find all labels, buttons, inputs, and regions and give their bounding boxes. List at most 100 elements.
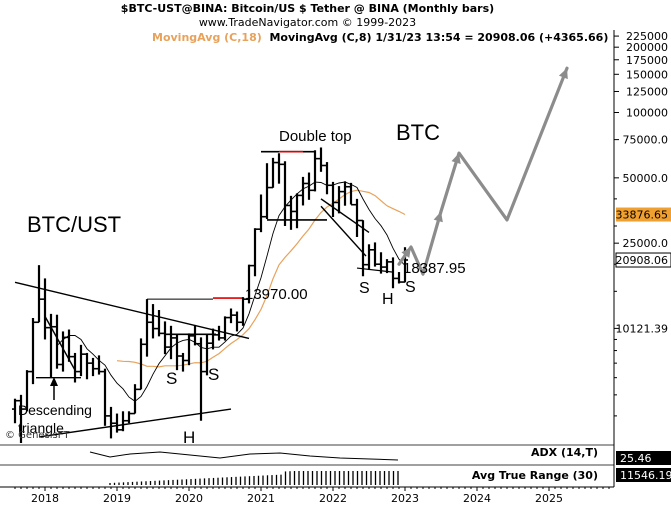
triangle-lower-line (38, 408, 232, 438)
badge-text: 25.46 (620, 452, 652, 465)
y-tick-label: 225000 (626, 30, 668, 43)
ohlc-bar (270, 157, 276, 189)
badge-bg (615, 252, 671, 268)
ohlc-bar (210, 328, 216, 350)
badge-bg (616, 207, 671, 222)
projection-arrow (451, 153, 461, 164)
ohlc-bar (138, 338, 144, 391)
ohlc-bar (390, 257, 396, 289)
ohlc-bar (186, 333, 192, 366)
x-tick-label: 2021 (247, 492, 275, 505)
ohlc-bar (252, 228, 258, 277)
x-tick-label: 2020 (175, 492, 203, 505)
level-label-18387: 18387.95 (403, 260, 466, 277)
y-tick-label: 100000 (626, 107, 668, 120)
ohlc-bar (54, 314, 60, 369)
ohlc-bar (246, 264, 252, 304)
ohlc-bar (396, 272, 402, 284)
ohlc-bar (342, 181, 348, 206)
y-tick-label: 10121.39 (616, 322, 669, 335)
ohlc-bar (360, 219, 366, 277)
ohlc-bar (378, 252, 384, 274)
ohlc-bar (24, 370, 30, 412)
wedge-lower (320, 205, 367, 257)
ohlc-bar (18, 394, 24, 443)
chart-title: $BTC-UST@BINA: Bitcoin/US $ Tether @ BIN… (120, 2, 495, 15)
y-tick-label: 50000.0 (623, 172, 669, 185)
indicator-legend: MovingAvg (C,18) MovingAvg (C,8) 1/31/23… (152, 31, 671, 44)
ohlc-bar (144, 299, 150, 357)
ohlc-bar (108, 406, 114, 439)
ohlc-bar (96, 355, 102, 375)
ohlc-bar (318, 147, 324, 172)
annotation-label: Double top (279, 128, 352, 145)
ohlc-bar (348, 182, 354, 206)
ohlc-bar (30, 318, 36, 385)
ohlc-bar (180, 352, 186, 372)
ohlc-bar (42, 278, 48, 340)
ohlc-bar (228, 308, 234, 324)
ohlc-bar (126, 411, 132, 424)
ma18-legend: MovingAvg (C,18) (152, 31, 262, 44)
badge-ma18: 33876.65 (616, 207, 671, 222)
ohlc-bar (198, 337, 204, 421)
atr-label: Avg True Range (30) (472, 469, 598, 482)
ohlc-bar (330, 181, 336, 218)
x-tick-label: 2024 (463, 492, 491, 505)
chart-subtitle: www.TradeNavigator.com © 1999-2023 (198, 16, 417, 29)
triangle-upper-line (14, 281, 250, 340)
level-label-13970: 13970.00 (245, 286, 308, 303)
ma8-readout: MovingAvg (C,8) 1/31/23 13:54 = 20908.06… (269, 31, 609, 44)
descending-triangle-upper (44, 316, 76, 371)
badge-bg (616, 451, 671, 465)
ohlc-bar (120, 411, 126, 432)
y-tick-label: 75000.0 (623, 134, 669, 147)
annotation-label: S (208, 365, 219, 384)
annotation-label: H (183, 428, 195, 447)
ohlc-bar (288, 195, 294, 230)
badge-last-price: 20908.06 (615, 252, 671, 268)
ohlc-bar (204, 334, 210, 376)
ohlc-bar (102, 368, 108, 426)
ohlc-bar (192, 324, 198, 346)
annotation-label: S (166, 369, 177, 388)
adx-label: ADX (14,T) (531, 446, 598, 459)
projection-arrow (401, 247, 411, 258)
y-tick-label: 125000 (626, 85, 668, 98)
ohlc-bar (300, 176, 306, 206)
arrow-head (50, 377, 58, 386)
ohlc-bar (282, 161, 288, 226)
ohlc-bar (372, 242, 378, 267)
annotation-label: BTC/UST (27, 212, 121, 237)
ohlc-bar (240, 297, 246, 326)
annotation-label: Descending (18, 402, 92, 418)
y-tick-label: 175000 (626, 54, 668, 67)
y-tick-label: 25000.0 (623, 237, 669, 250)
annotation-label: S (405, 279, 416, 296)
ma18-line (116, 189, 406, 368)
projection-arrow (558, 68, 568, 80)
ohlc-bar (222, 316, 228, 341)
ohlc-bar (264, 163, 270, 220)
projection (397, 66, 569, 276)
x-tick-label: 2025 (535, 492, 563, 505)
y-tick-label: 200000 (626, 41, 668, 54)
ohlc-bar (294, 193, 300, 229)
badge-text: 33876.65 (616, 209, 669, 222)
ohlc-bar (84, 352, 90, 380)
x-axis-labels: 2018 2019 2020 2021 2022 2023 2024 2025 (31, 492, 563, 505)
ohlc-bar (174, 334, 180, 371)
annotations: BTC/UST BTC Double top Descending triangle S S… (18, 120, 466, 447)
moving-averages (56, 181, 406, 402)
ohlc-bar (78, 344, 84, 377)
ohlc-bar (60, 331, 66, 372)
ohlc-bar (216, 325, 222, 341)
ohlc-bar (276, 153, 282, 184)
ohlc-bar (12, 398, 18, 424)
ohlc-bar (162, 321, 168, 355)
ohlc-bars (12, 147, 408, 443)
ma8-line (56, 181, 406, 402)
ohlc-bar (234, 311, 240, 332)
ohlc-bar (150, 304, 156, 339)
